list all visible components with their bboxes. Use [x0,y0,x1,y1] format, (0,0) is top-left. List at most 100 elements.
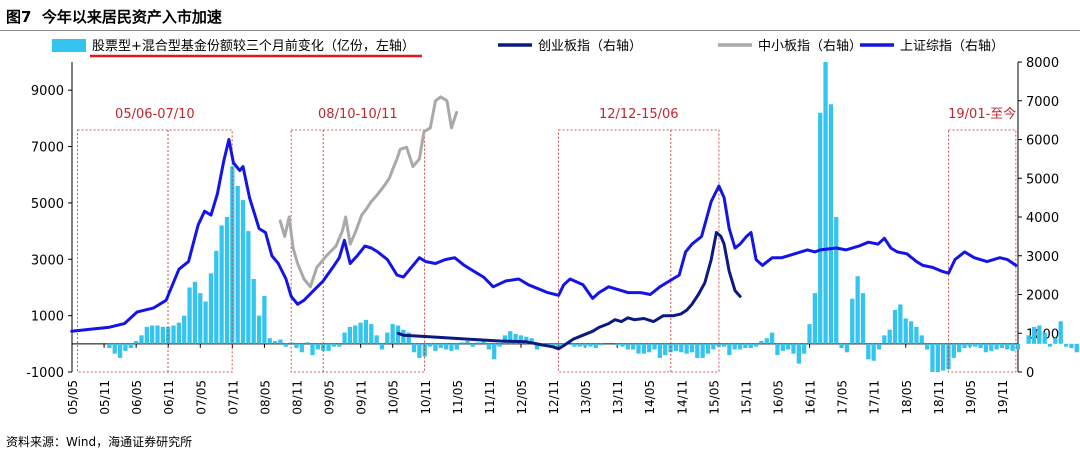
right-axis-tick-label: 5000 [1026,172,1059,187]
fund-share-bar [759,341,764,344]
fund-share-bar [246,231,251,344]
fund-share-bar [1015,343,1021,350]
fund-share-bar [614,343,620,346]
x-axis-tick-label: 14/11 [675,380,689,415]
fund-share-bar [379,343,385,350]
fund-share-bar [267,338,272,344]
fund-share-bar [737,343,743,350]
fund-share-bar [892,310,898,344]
fund-share-bar [598,343,604,346]
fund-share-bar [989,343,994,351]
x-axis-tick-label: 06/11 [162,380,176,415]
legend-label: 股票型+混合型基金份额较三个月前变化（亿份，左轴） [92,38,415,54]
fund-share-bar [502,335,508,344]
fund-share-bar [465,341,470,344]
fund-share-bar [999,343,1005,349]
fund-share-bar [347,326,353,344]
fund-share-bar [700,343,705,358]
x-axis-tick-label: 13/11 [611,380,625,415]
x-axis-tick-label: 14/05 [643,380,657,415]
fund-share-bar [951,343,956,358]
period-label: 08/10-10/11 [318,107,398,122]
fund-share-bar [1042,332,1047,344]
fund-share-bar [433,343,438,351]
fund-share-bar [283,343,288,347]
fund-share-bar [406,332,411,344]
fund-share-bar [128,343,133,349]
fund-share-bar [294,343,299,349]
x-axis-tick-label: 19/05 [964,380,978,415]
fund-share-bar [160,326,165,344]
fund-share-bar [256,315,262,344]
fund-share-bar [171,325,176,344]
x-axis-tick-label: 15/11 [739,380,753,415]
fund-share-bar [438,343,443,349]
fund-share-bar [887,329,892,344]
fund-share-bar [353,325,358,344]
fund-share-bar [144,326,149,344]
fund-share-bar [855,276,860,344]
fund-share-bar [417,343,422,358]
fund-share-bar [272,341,278,344]
fund-share-bar [363,319,369,344]
fund-share-bar [860,293,866,344]
fund-share-bar [1053,338,1058,344]
title-divider [0,30,1080,31]
fund-share-bar [908,321,914,344]
fund-share-bar [775,343,780,356]
fund-share-bar [716,343,721,347]
fund-share-bar [1026,335,1031,344]
x-axis-tick-label: 10/11 [419,380,433,415]
fund-share-bar [834,217,839,344]
fund-share-bar [390,324,395,344]
fund-share-bar [411,343,417,353]
x-axis-tick-label: 07/11 [226,380,240,415]
fund-share-bar [513,333,518,344]
fund-share-bar [534,343,540,350]
period-label: 12/12-15/06 [599,107,679,122]
left-axis-tick-label: 1000 [31,310,64,325]
fund-share-bar [454,343,459,350]
fund-share-bar [486,343,492,350]
fund-share-bar [374,335,379,344]
fund-share-bar [315,343,320,350]
fund-share-bar [919,335,924,344]
period-box [290,129,425,373]
figure-title: 图7 今年以来居民资产入市加速 [6,8,222,26]
right-axis-tick-label: 3000 [1026,250,1059,265]
period-box [948,129,1017,373]
fund-share-bar [508,331,513,344]
series-line-cyb [396,231,742,351]
series-line-zxb [278,95,459,289]
fund-share-bar [235,186,240,344]
x-axis-tick-label: 05/11 [98,380,112,415]
fund-share-bar [796,343,801,364]
fund-share-bar [903,318,908,344]
fund-share-bar [443,343,449,350]
fund-share-bar [198,293,203,344]
x-axis-tick-label: 19/11 [996,380,1010,415]
fund-share-bar [278,339,283,344]
fund-share-bar [721,343,727,347]
fund-share-bar [786,343,791,350]
fund-share-bar [342,332,347,344]
x-axis-tick-label: 18/05 [900,380,914,415]
fund-share-bar [930,343,935,372]
fund-share-bar [764,338,769,344]
fund-share-bar [123,343,128,351]
x-axis-tick-label: 08/05 [258,380,272,415]
period-label: 19/01-至今 [948,106,1016,122]
fund-share-bar [631,343,636,350]
x-axis-tick-label: 09/11 [355,380,369,415]
fund-share-bar [668,343,673,353]
fund-share-bar [401,329,406,344]
fund-share-bar [476,342,481,344]
fund-share-bar [577,343,582,347]
fund-share-bar [588,343,593,347]
fund-share-bar [652,343,657,350]
fund-share-bar [818,112,823,344]
legend-swatch-bars [52,39,86,52]
period-box [77,129,233,373]
x-axis-tick-label: 13/05 [579,380,593,415]
fund-share-bar [155,325,160,344]
